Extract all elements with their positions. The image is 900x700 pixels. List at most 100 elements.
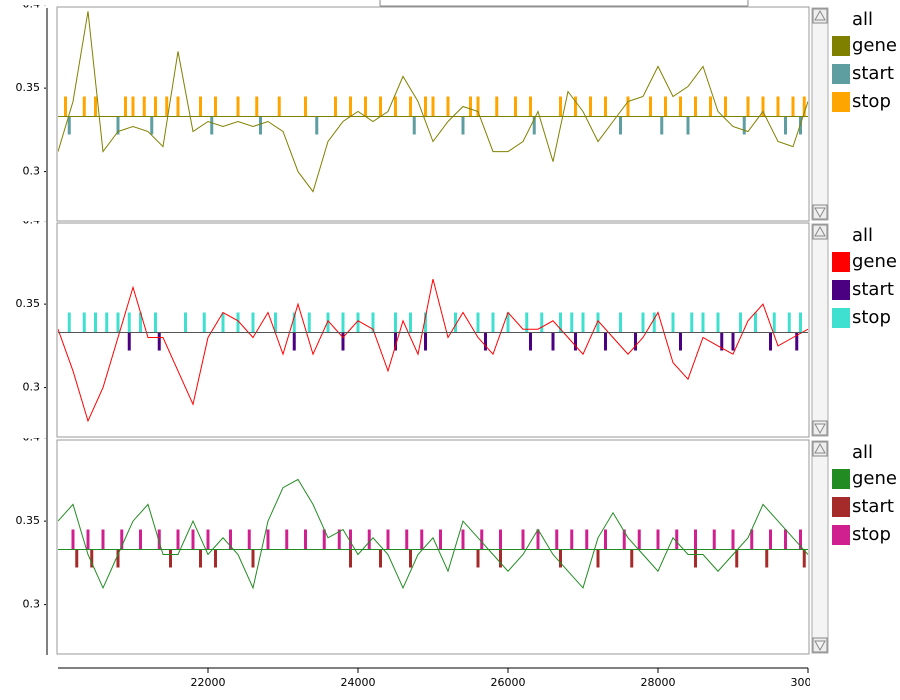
start-codon (795, 332, 799, 351)
stop-codon (476, 312, 480, 333)
y-tick-label: 0.3 (23, 165, 41, 178)
stop-codon (694, 529, 697, 550)
stop-codon (694, 96, 697, 117)
scroll-down (812, 204, 828, 220)
stop-codon (176, 529, 180, 550)
start-codon (720, 332, 724, 351)
stop-codon (675, 529, 679, 550)
stop-codon (712, 529, 716, 550)
legend-label: start (852, 63, 894, 84)
stop-codon (307, 312, 311, 333)
start-codon (127, 332, 131, 351)
stop-codon (285, 529, 289, 550)
stop-codon (165, 96, 169, 117)
stop-codon (364, 96, 367, 117)
start-codon (551, 332, 555, 351)
stop-codon (461, 529, 465, 550)
stop-codon (292, 312, 296, 333)
legend-label: gene (852, 251, 897, 272)
stop-codon (274, 312, 277, 333)
stop-codon (731, 529, 735, 550)
stop-codon (787, 312, 791, 333)
stop-codon (499, 529, 502, 550)
stop-codon (454, 312, 457, 333)
y-tick-label: 0.4 (23, 0, 41, 11)
stop-codon (157, 529, 161, 550)
start-codon (532, 116, 536, 135)
stop-codon (236, 312, 240, 333)
y-tick-labels: 0.3 0.35 0.4 (16, 221, 46, 394)
stop-codon (367, 529, 371, 550)
start-codon (484, 332, 487, 351)
stop-codon (94, 312, 97, 333)
stop-codon (570, 312, 574, 333)
start-codon (660, 116, 664, 135)
stop-codon (495, 96, 499, 117)
stop-codon (131, 96, 135, 117)
stop-codon (221, 312, 225, 333)
stop-codon (701, 312, 705, 333)
stop-codon (236, 96, 240, 117)
start-codon (679, 332, 682, 351)
start-codon (315, 116, 319, 135)
start-codon (169, 549, 172, 568)
legend-title: all (852, 225, 873, 246)
stop-codon (476, 96, 480, 117)
stop-codon (176, 96, 180, 117)
stop-codon (379, 96, 382, 117)
start-codon (199, 549, 202, 568)
stop-codon (120, 529, 124, 550)
legend-label: gene (852, 35, 897, 56)
start-codon (341, 332, 345, 351)
x-tick-label: 28000 (641, 676, 676, 689)
start-codon (765, 549, 769, 568)
stop-codon (514, 96, 517, 117)
stop-codon (622, 529, 626, 550)
y-tick-labels: 0.3 0.35 0.4 (16, 0, 46, 178)
plot-frame (56, 439, 810, 655)
x-tick-label: 30000 (791, 676, 826, 689)
stop-codon (799, 529, 802, 550)
x-tick-label: 22000 (191, 676, 226, 689)
stop-codon (82, 312, 86, 333)
stop-codon (581, 312, 585, 333)
stop-codon (750, 529, 754, 550)
stop-codon (266, 529, 270, 550)
stop-codon (656, 529, 660, 550)
start-codon (394, 332, 397, 351)
stop-codon (139, 312, 142, 333)
scroll-down (812, 420, 828, 436)
stop-codon (802, 96, 806, 117)
scroll-down (812, 637, 828, 653)
stop-codon (791, 96, 795, 117)
stop-codon (649, 96, 652, 117)
stop-codon (394, 312, 397, 333)
start-codon (630, 549, 634, 568)
scroll-up (812, 441, 828, 457)
start-codon (259, 116, 262, 135)
start-codon (574, 332, 577, 351)
stop-codon (559, 96, 562, 117)
start-codon (210, 116, 214, 135)
stop-codon (191, 529, 195, 550)
legend-title: all (852, 9, 873, 30)
stop-codon (247, 529, 251, 550)
stop-codon (679, 96, 682, 117)
stop-codon (570, 529, 574, 550)
stop-codon (424, 96, 427, 117)
start-codon (634, 332, 637, 351)
start-codon (412, 116, 416, 135)
stop-codon (409, 96, 412, 117)
stop-codon (105, 312, 109, 333)
stop-codon (199, 96, 202, 117)
scrollbar (811, 7, 829, 221)
y-tick-label: 0.3 (23, 381, 41, 394)
start-codon (214, 549, 217, 568)
stop-codon (326, 312, 330, 333)
stop-codon (540, 312, 544, 333)
stop-codon (799, 312, 802, 333)
y-tick-label: 0.4 (23, 431, 41, 444)
stop-codon (769, 529, 772, 550)
stop-codon (619, 312, 622, 333)
